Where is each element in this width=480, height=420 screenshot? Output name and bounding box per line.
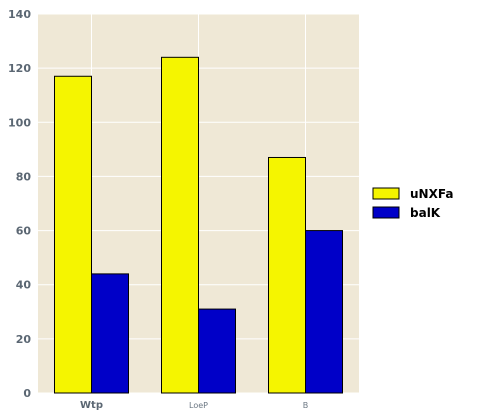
legend-label-uNXFa: uNXFa [410, 187, 453, 201]
legend-swatch-balK [372, 206, 400, 219]
legend-label-balK: balK [410, 206, 441, 220]
bar-uNXFa-LoeP [161, 56, 199, 394]
x-axis: Wtp LoeP B [80, 400, 308, 411]
bar-balK-B [305, 230, 343, 394]
x-tick-label: LoeP [189, 401, 208, 410]
x-tick-label: B [303, 401, 309, 410]
legend-swatch-uNXFa [372, 187, 400, 200]
y-tick-label: 0 [23, 387, 31, 400]
y-tick-label: 40 [16, 279, 32, 292]
bar-uNXFa-B [268, 156, 306, 394]
y-tick-label: 20 [16, 333, 32, 346]
bar-balK-Wtp [91, 273, 129, 394]
bar-balK-LoeP [198, 308, 236, 394]
legend: uNXFa balK [372, 187, 453, 220]
bar-uNXFa-Wtp [54, 75, 92, 394]
y-tick-label: 140 [8, 8, 31, 21]
bars [54, 56, 343, 394]
y-tick-label: 80 [16, 170, 32, 183]
y-tick-label: 60 [16, 225, 32, 238]
y-axis: 0 20 40 60 80 100 120 140 [8, 8, 31, 400]
y-tick-label: 120 [8, 62, 31, 75]
x-tick-label: Wtp [80, 400, 103, 411]
y-tick-label: 100 [8, 116, 31, 129]
